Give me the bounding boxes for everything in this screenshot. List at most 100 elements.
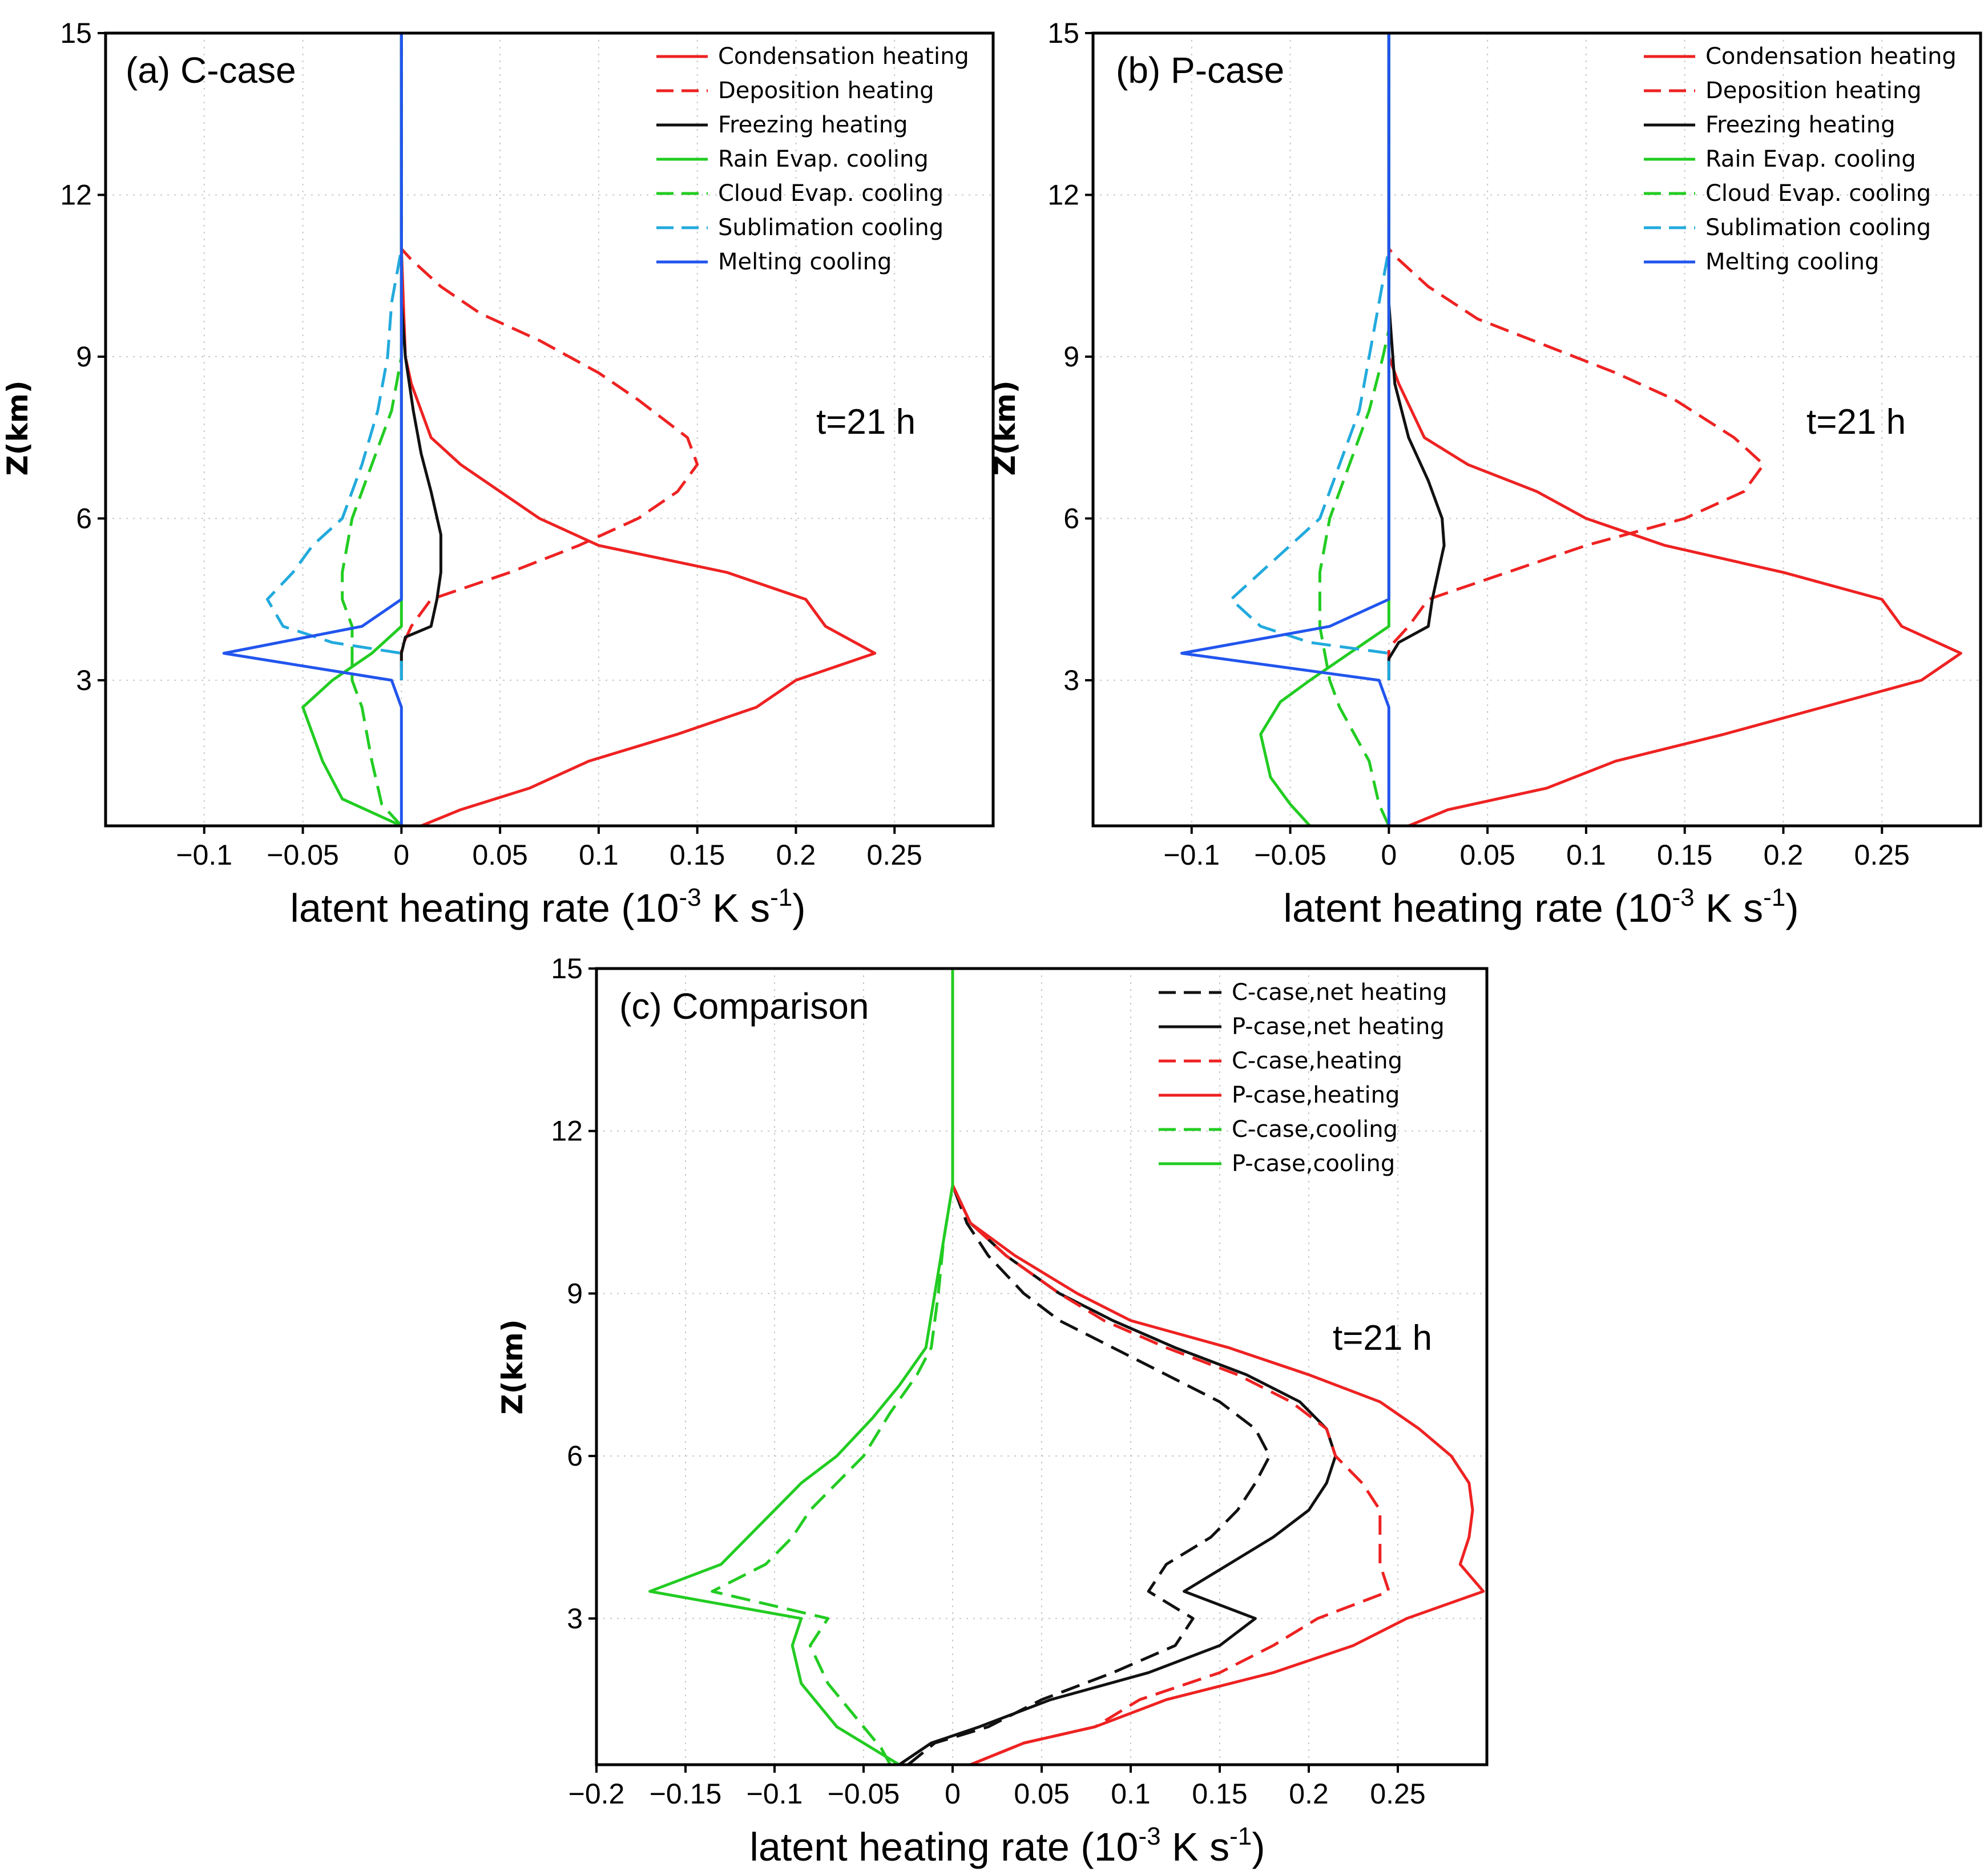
legend-label-2: Freezing heating [718, 112, 908, 138]
series-line-cloud-evap-cooling [1318, 33, 1390, 826]
series-line-melting-cooling [1180, 33, 1390, 826]
time-annotation: t=21 h [816, 402, 916, 442]
legend-label-4: C-case,cooling [1232, 1116, 1398, 1143]
legend: C-case,net heating P-case,net heating C-ca… [1159, 979, 1447, 1177]
x-tick-label-1: −0.05 [1254, 839, 1326, 871]
legend-label-3: Rain Evap. cooling [1705, 146, 1916, 172]
legend-label-3: P-case,heating [1232, 1082, 1400, 1108]
legend-label-6: Melting cooling [718, 249, 892, 275]
y-tick-label-3: 12 [1047, 179, 1079, 211]
x-tick-label-0: −0.1 [1163, 839, 1220, 871]
time-annotation: t=21 h [1806, 402, 1906, 442]
plot-frame [1091, 31, 1982, 828]
panel-title: (b) P-case [1116, 50, 1284, 91]
panel-title: (c) Comparison [619, 986, 869, 1027]
x-tick-label-6: 0.2 [1764, 839, 1804, 871]
y-axis-label: Z(km) [1, 380, 34, 475]
x-tick-label-3: 0.05 [1459, 839, 1515, 871]
x-tick-label-5: 0.15 [1657, 839, 1712, 871]
y-tick-label-2: 9 [567, 1277, 583, 1309]
legend-label-1: P-case,net heating [1232, 1014, 1445, 1040]
y-tick-label-2: 9 [1063, 341, 1079, 373]
plot-frame [104, 31, 995, 828]
y-tick-label-4: 15 [551, 953, 583, 985]
y-tick-label-0: 3 [1063, 664, 1079, 696]
panel-a-c-case: 3 6 9 12 15 −0.1 −0.05 0 0.05 0.1 0.15 0.2 0.25 (a) C… [1, 17, 995, 930]
x-tick-label-3: −0.05 [828, 1778, 900, 1810]
series-line-p-case-cooling [648, 969, 954, 1765]
x-tick-label-1: −0.05 [267, 839, 339, 871]
series-line-condensation-heating [400, 33, 877, 826]
series-line-sublimation-cooling [1229, 33, 1390, 680]
x-axis-label: latent heating rate (10-3 K s-1) [290, 883, 805, 930]
series-group [222, 33, 877, 826]
time-annotation: t=21 h [1333, 1318, 1432, 1358]
legend-label-2: C-case,heating [1232, 1048, 1402, 1074]
series-line-deposition-heating [400, 33, 699, 669]
series-line-c-case-cooling [711, 969, 954, 1765]
series-line-freezing-heating [1387, 33, 1446, 680]
x-tick-label-7: 0.25 [1854, 839, 1910, 871]
legend-label-5: P-case,cooling [1232, 1151, 1395, 1177]
x-tick-label-3: 0.05 [472, 839, 527, 871]
x-tick-label-2: −0.1 [747, 1778, 803, 1810]
series-line-condensation-heating [1387, 33, 1962, 826]
y-axis-label: Z(km) [989, 380, 1022, 475]
x-tick-label-2: 0 [393, 839, 409, 871]
y-tick-label-4: 15 [60, 17, 92, 49]
series-line-deposition-heating [1387, 33, 1765, 669]
series-group [648, 969, 1485, 1765]
legend-label-4: Cloud Evap. cooling [718, 180, 943, 207]
legend-label-2: Freezing heating [1705, 112, 1895, 138]
legend-label-5: Sublimation cooling [1705, 215, 1931, 241]
y-tick-label-3: 12 [60, 179, 92, 211]
series-line-melting-cooling [222, 33, 403, 826]
x-tick-label-9: 0.25 [1370, 1778, 1425, 1810]
y-tick-label-1: 6 [76, 502, 92, 534]
legend: Condensation heating Deposition heating Fr… [1644, 43, 1957, 275]
y-tick-label-3: 12 [551, 1115, 583, 1147]
x-axis-label: latent heating rate (10-3 K s-1) [749, 1822, 1265, 1869]
x-tick-label-4: 0 [945, 1778, 961, 1810]
x-tick-label-6: 0.2 [776, 839, 816, 871]
legend-label-1: Deposition heating [1705, 78, 1922, 104]
x-tick-label-0: −0.1 [176, 839, 232, 871]
x-tick-label-1: −0.15 [650, 1778, 722, 1810]
legend-label-6: Melting cooling [1705, 249, 1879, 275]
y-tick-label-0: 3 [567, 1603, 583, 1635]
y-tick-label-1: 6 [567, 1440, 583, 1472]
legend-label-0: C-case,net heating [1232, 979, 1447, 1006]
panel-c-comparison: 3 6 9 12 15 −0.2 −0.15 −0.1 −0.05 0 0.05 0.1 0.15 0.2… [496, 953, 1489, 1869]
series-line-c-case-heating [951, 969, 1390, 1765]
x-tick-label-0: −0.2 [568, 1778, 625, 1810]
x-tick-label-8: 0.2 [1289, 1778, 1329, 1810]
y-tick-label-2: 9 [76, 341, 92, 373]
x-tick-label-2: 0 [1381, 839, 1397, 871]
panel-b-p-case: 3 6 9 12 15 −0.1 −0.05 0 0.05 0.1 0.15 0.2 0.25 (b) P… [989, 17, 1982, 930]
x-tick-label-4: 0.1 [1566, 839, 1606, 871]
y-tick-label-0: 3 [76, 664, 92, 696]
y-axis-label: Z(km) [496, 1319, 529, 1414]
legend-label-1: Deposition heating [718, 78, 934, 104]
legend-label-3: Rain Evap. cooling [718, 146, 929, 172]
series-line-p-case-heating [951, 969, 1485, 1765]
legend-label-4: Cloud Evap. cooling [1705, 180, 1931, 207]
panel-title: (a) C-case [126, 50, 296, 91]
x-tick-label-5: 0.05 [1014, 1778, 1069, 1810]
series-group [1180, 33, 1962, 826]
legend-label-0: Condensation heating [718, 43, 969, 70]
legend-label-0: Condensation heating [1705, 43, 1957, 70]
legend: Condensation heating Deposition heating Fr… [656, 43, 969, 275]
series-line-sublimation-cooling [265, 33, 403, 680]
x-tick-label-4: 0.1 [579, 839, 619, 871]
y-tick-label-1: 6 [1063, 502, 1079, 534]
series-line-rain-evap-cooling [301, 33, 403, 826]
x-tick-label-5: 0.15 [670, 839, 725, 871]
series-line-rain-evap-cooling [1259, 33, 1390, 826]
series-line-freezing-heating [400, 33, 442, 680]
series-line-cloud-evap-cooling [341, 33, 403, 826]
x-tick-label-7: 0.15 [1192, 1778, 1247, 1810]
x-axis-label: latent heating rate (10-3 K s-1) [1283, 883, 1799, 930]
series-line-c-case-net-heating [907, 969, 1271, 1765]
